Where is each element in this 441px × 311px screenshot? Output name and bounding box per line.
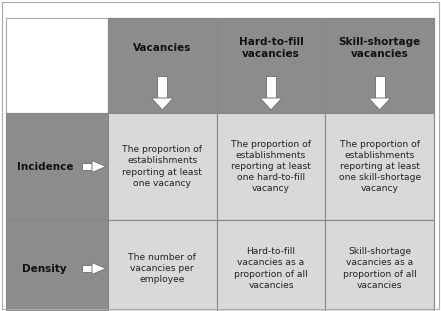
- Text: Density: Density: [22, 263, 67, 273]
- Text: The proportion of
establishments
reporting at least
one hard-to-fill
vacancy: The proportion of establishments reporti…: [231, 140, 311, 193]
- Bar: [82, 265, 92, 272]
- Bar: [108, 220, 217, 311]
- Text: Skill-shortage
vacancies: Skill-shortage vacancies: [339, 37, 421, 59]
- Text: The proportion of
establishments
reporting at least
one vacancy: The proportion of establishments reporti…: [122, 145, 202, 188]
- Text: Vacancies: Vacancies: [133, 43, 191, 53]
- Bar: [325, 113, 434, 220]
- Bar: [266, 76, 276, 98]
- Polygon shape: [260, 98, 282, 110]
- Bar: [325, 18, 434, 113]
- Bar: [375, 76, 385, 98]
- Text: Hard-to-fill
vacancies: Hard-to-fill vacancies: [239, 37, 303, 59]
- Polygon shape: [92, 262, 106, 275]
- Bar: [217, 220, 325, 311]
- Polygon shape: [369, 98, 391, 110]
- Bar: [108, 18, 217, 113]
- Polygon shape: [151, 98, 173, 110]
- Bar: [325, 220, 434, 311]
- Bar: [6, 220, 108, 311]
- Bar: [6, 113, 108, 220]
- Text: The number of
vacancies per
employee: The number of vacancies per employee: [128, 253, 196, 284]
- Polygon shape: [92, 160, 106, 173]
- Bar: [157, 76, 167, 98]
- Text: Hard-to-fill
vacancies as a
proportion of all
vacancies: Hard-to-fill vacancies as a proportion o…: [234, 247, 308, 290]
- Bar: [6, 18, 108, 113]
- Text: Incidence: Incidence: [16, 161, 73, 171]
- Bar: [217, 113, 325, 220]
- Bar: [217, 18, 325, 113]
- Text: The proportion of
establishments
reporting at least
one skill-shortage
vacancy: The proportion of establishments reporti…: [339, 140, 421, 193]
- Bar: [82, 163, 92, 170]
- Text: Skill-shortage
vacancies as a
proportion of all
vacancies: Skill-shortage vacancies as a proportion…: [343, 247, 417, 290]
- Bar: [108, 113, 217, 220]
